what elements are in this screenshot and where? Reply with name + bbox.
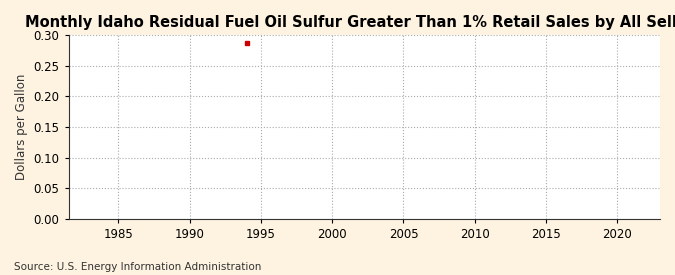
Text: Source: U.S. Energy Information Administration: Source: U.S. Energy Information Administ… <box>14 262 261 272</box>
Y-axis label: Dollars per Gallon: Dollars per Gallon <box>15 74 28 180</box>
Title: Monthly Idaho Residual Fuel Oil Sulfur Greater Than 1% Retail Sales by All Selle: Monthly Idaho Residual Fuel Oil Sulfur G… <box>26 15 675 30</box>
